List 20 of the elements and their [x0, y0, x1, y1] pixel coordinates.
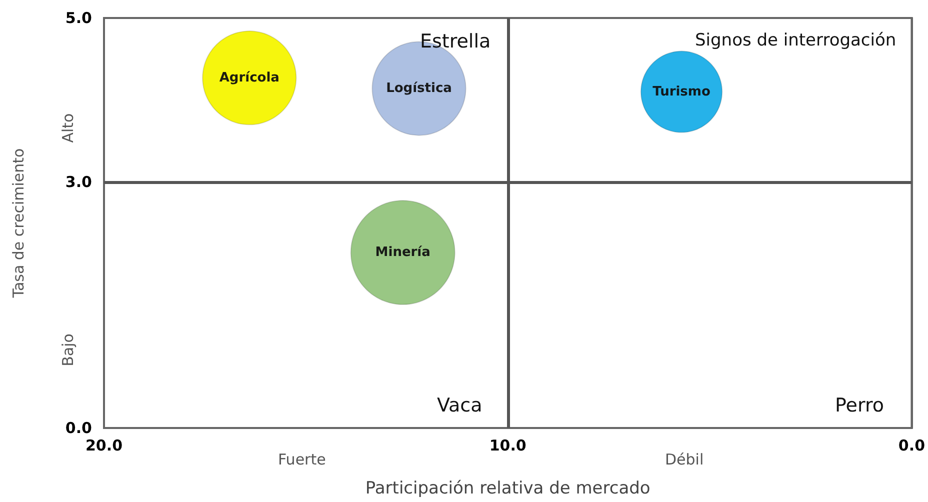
- series-label: Logística: [386, 81, 452, 96]
- annotation: Perro: [835, 394, 884, 416]
- text: Bajo: [59, 334, 77, 366]
- y-tick-label: 5.0: [65, 9, 92, 27]
- series-label: Agrícola: [219, 70, 280, 86]
- series-label: Minería: [375, 245, 430, 260]
- text: Alto: [59, 113, 77, 143]
- annotation: Signos de interrogación: [695, 30, 896, 50]
- x-axis-title: Participación relativa de mercado: [365, 478, 650, 498]
- x-tick-label: 20.0: [85, 436, 123, 454]
- y-tick-label: 3.0: [65, 173, 92, 191]
- x-tick-label: 10.0: [489, 436, 526, 454]
- text: Fuerte: [278, 450, 326, 468]
- y-tick-label: 0.0: [65, 419, 92, 437]
- y-axis-title: Tasa de crecimiento: [10, 148, 28, 299]
- x-tick-label: 0.0: [898, 436, 926, 454]
- series-label: Turismo: [652, 84, 710, 100]
- text: Débil: [665, 450, 704, 468]
- annotation: Estrella: [420, 30, 491, 52]
- annotation: Vaca: [437, 394, 482, 416]
